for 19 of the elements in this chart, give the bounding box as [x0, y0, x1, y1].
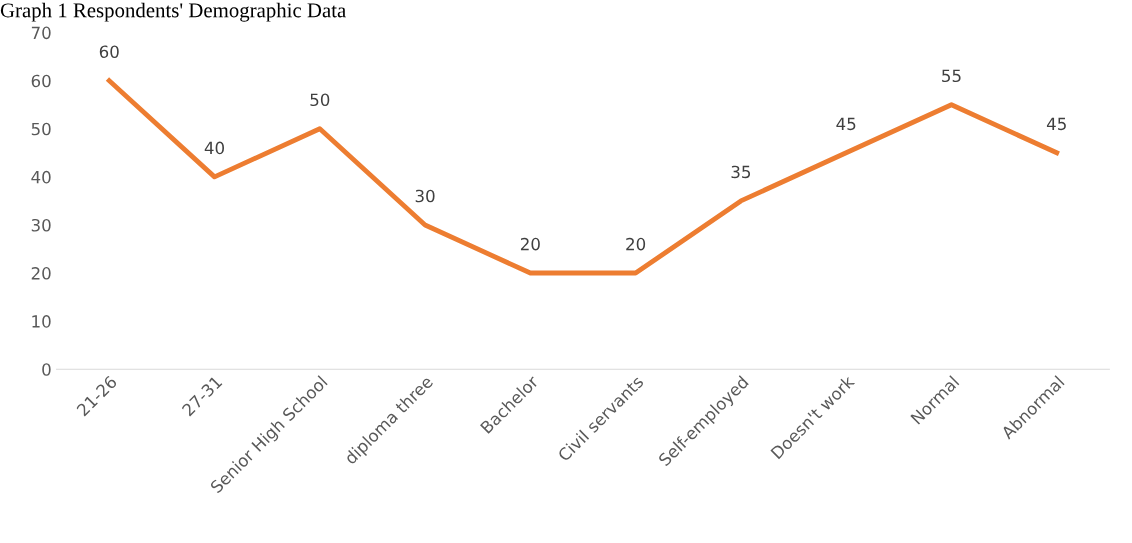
data-label: 45: [836, 117, 856, 131]
data-label: 20: [520, 237, 540, 251]
y-tick-label: 70: [31, 26, 51, 40]
data-label: 50: [310, 93, 330, 107]
y-tick-label: 10: [32, 315, 51, 328]
y-tick-label: 20: [31, 267, 51, 280]
y-tick-label: 40: [31, 170, 51, 184]
data-label: 40: [204, 141, 225, 155]
y-tick-label: 0: [42, 363, 51, 376]
data-label: 20: [626, 237, 646, 251]
data-label: 45: [1046, 117, 1066, 131]
chart-title: Graph 1 Respondents' Demographic Data: [0, 2, 346, 22]
data-label: 30: [415, 189, 435, 203]
y-tick-label: 50: [31, 122, 51, 136]
data-label: 35: [731, 165, 751, 179]
y-tick-label: 60: [31, 74, 51, 88]
y-tick-label: 30: [31, 218, 51, 232]
data-label: 60: [99, 45, 119, 58]
data-label: 55: [942, 69, 961, 83]
